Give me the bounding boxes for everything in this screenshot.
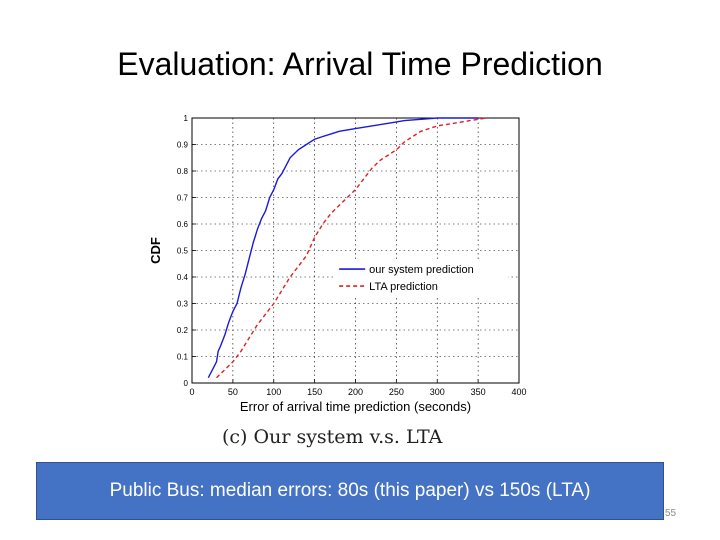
cdf-chart: 0 50 100 150 200 250 300 350 400 0 0.1 0.2 0.3 0.4 0.5…: [148, 114, 527, 414]
y-tick-label: 0.3: [177, 300, 189, 309]
x-tick-label: 150: [307, 387, 322, 397]
x-tick-label: 0: [189, 387, 194, 397]
legend-box: [333, 259, 509, 296]
y-tick-label: 0: [184, 379, 189, 388]
x-tick-label: 50: [228, 387, 238, 397]
x-tick-label: 200: [348, 387, 363, 397]
x-axis-label: Error of arrival time prediction (second…: [240, 399, 471, 414]
slide-title: Evaluation: Arrival Time Prediction: [117, 46, 603, 82]
legend-label: LTA prediction: [369, 281, 438, 293]
y-tick-label: 0.2: [177, 326, 189, 335]
y-tick-label: 1: [184, 114, 189, 123]
x-tick-label: 400: [511, 387, 526, 397]
x-tick-label: 100: [266, 387, 281, 397]
y-tick-label: 0.1: [177, 353, 189, 362]
y-tick-label: 0.5: [177, 247, 189, 256]
y-tick-label: 0.6: [177, 220, 189, 229]
y-tick-label: 0.4: [177, 273, 189, 282]
x-tick-label: 250: [389, 387, 404, 397]
y-tick-label: 0.7: [177, 194, 189, 203]
x-tick-label: 350: [471, 387, 486, 397]
page-number: 55: [665, 508, 677, 519]
y-axis-label: CDF: [148, 237, 163, 264]
y-tick-label: 0.8: [177, 167, 189, 176]
series-line-our-system: [207, 117, 479, 379]
figure-caption: (c) Our system v.s. LTA: [222, 426, 443, 448]
legend-label: our system prediction: [369, 264, 474, 276]
y-tick-label: 0.9: [177, 141, 189, 150]
x-tick-label: 300: [430, 387, 445, 397]
summary-banner: Public Bus: median errors: 80s (this pap…: [36, 462, 664, 520]
series-line-lta: [216, 117, 487, 379]
summary-banner-text: Public Bus: median errors: 80s (this pap…: [109, 480, 591, 501]
